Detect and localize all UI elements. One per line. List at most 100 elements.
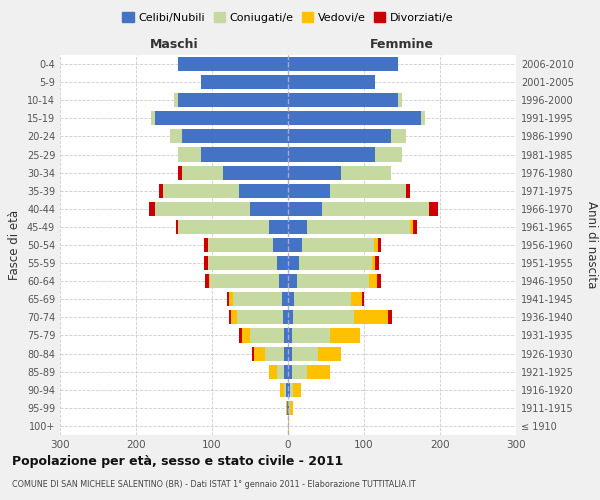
Bar: [250, 328, 284, 342]
Bar: [159, 184, 163, 198]
Bar: [277, 364, 284, 378]
Bar: [406, 184, 410, 198]
Bar: [428, 202, 438, 216]
Bar: [163, 184, 239, 198]
Y-axis label: Fasce di età: Fasce di età: [8, 210, 21, 280]
Bar: [239, 328, 242, 342]
Bar: [288, 93, 398, 108]
Bar: [182, 130, 288, 143]
Bar: [288, 57, 398, 71]
Legend: Celibi/Nubili, Coniugati/e, Vedovi/e, Divorziati/e: Celibi/Nubili, Coniugati/e, Vedovi/e, Di…: [118, 8, 458, 28]
Bar: [293, 382, 301, 397]
Bar: [229, 292, 233, 306]
Bar: [237, 310, 283, 324]
Bar: [223, 166, 288, 179]
Bar: [370, 274, 377, 288]
Bar: [149, 202, 155, 216]
Bar: [229, 310, 231, 324]
Bar: [286, 382, 288, 397]
Bar: [174, 93, 178, 108]
Bar: [322, 202, 428, 216]
Y-axis label: Anni di nascita: Anni di nascita: [585, 202, 598, 288]
Bar: [288, 130, 391, 143]
Bar: [374, 238, 377, 252]
Bar: [178, 57, 288, 71]
Bar: [209, 274, 211, 288]
Bar: [269, 220, 288, 234]
Bar: [284, 346, 288, 360]
Bar: [319, 346, 341, 360]
Bar: [354, 310, 388, 324]
Bar: [288, 148, 376, 162]
Bar: [269, 364, 277, 378]
Bar: [292, 346, 319, 360]
Bar: [290, 382, 293, 397]
Bar: [288, 310, 293, 324]
Bar: [205, 238, 208, 252]
Bar: [250, 202, 288, 216]
Bar: [200, 148, 288, 162]
Bar: [391, 130, 406, 143]
Bar: [288, 256, 299, 270]
Text: Femmine: Femmine: [370, 38, 434, 52]
Bar: [377, 274, 381, 288]
Bar: [371, 256, 376, 270]
Bar: [277, 256, 288, 270]
Bar: [288, 184, 330, 198]
Bar: [288, 220, 307, 234]
Text: Popolazione per età, sesso e stato civile - 2011: Popolazione per età, sesso e stato civil…: [12, 455, 343, 468]
Bar: [284, 364, 288, 378]
Bar: [288, 401, 289, 415]
Bar: [208, 256, 277, 270]
Bar: [299, 256, 371, 270]
Bar: [170, 130, 182, 143]
Bar: [377, 238, 382, 252]
Text: COMUNE DI SAN MICHELE SALENTINO (BR) - Dati ISTAT 1° gennaio 2011 - Elaborazione: COMUNE DI SAN MICHELE SALENTINO (BR) - D…: [12, 480, 416, 489]
Bar: [282, 292, 288, 306]
Bar: [288, 202, 322, 216]
Bar: [413, 220, 417, 234]
Text: Maschi: Maschi: [149, 38, 199, 52]
Bar: [330, 328, 360, 342]
Bar: [151, 112, 155, 126]
Bar: [288, 419, 289, 433]
Bar: [280, 382, 284, 397]
Bar: [227, 292, 229, 306]
Bar: [286, 401, 287, 415]
Bar: [178, 220, 269, 234]
Bar: [398, 93, 402, 108]
Bar: [289, 401, 290, 415]
Bar: [182, 166, 223, 179]
Bar: [292, 364, 307, 378]
Bar: [205, 274, 209, 288]
Bar: [273, 238, 288, 252]
Bar: [279, 274, 288, 288]
Bar: [178, 148, 200, 162]
Bar: [239, 184, 288, 198]
Bar: [283, 310, 288, 324]
Bar: [388, 310, 392, 324]
Bar: [376, 256, 379, 270]
Bar: [284, 328, 288, 342]
Bar: [376, 148, 402, 162]
Bar: [208, 238, 273, 252]
Bar: [362, 292, 364, 306]
Bar: [288, 382, 290, 397]
Bar: [252, 346, 254, 360]
Bar: [292, 328, 330, 342]
Bar: [265, 346, 284, 360]
Bar: [176, 220, 178, 234]
Bar: [307, 364, 330, 378]
Bar: [290, 401, 293, 415]
Bar: [254, 346, 265, 360]
Bar: [297, 274, 370, 288]
Bar: [288, 112, 421, 126]
Bar: [155, 112, 288, 126]
Bar: [307, 220, 410, 234]
Bar: [155, 202, 250, 216]
Bar: [351, 292, 362, 306]
Bar: [288, 364, 292, 378]
Bar: [178, 166, 182, 179]
Bar: [288, 274, 297, 288]
Bar: [200, 75, 288, 89]
